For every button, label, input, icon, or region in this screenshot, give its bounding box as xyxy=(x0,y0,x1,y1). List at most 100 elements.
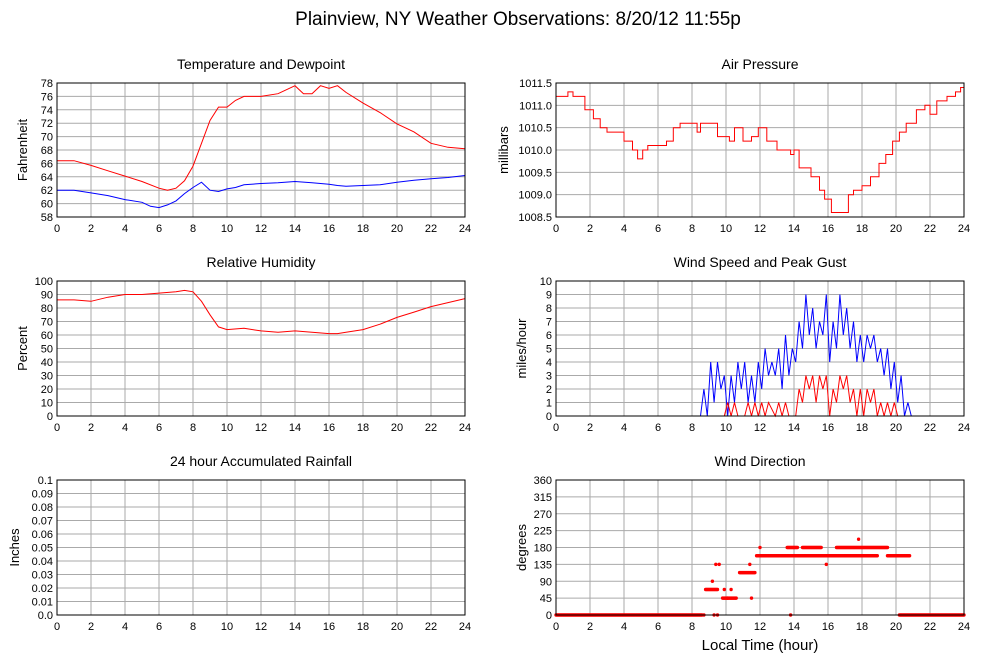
24-hour-accumulated-rainfall-y-tick-label: 0.06 xyxy=(32,529,53,541)
24-hour-accumulated-rainfall-x-tick-label: 10 xyxy=(221,621,233,633)
relative-humidity-x-tick-label: 16 xyxy=(323,422,335,434)
air-pressure-y-tick-label: 1010.5 xyxy=(518,123,552,135)
relative-humidity-series-line xyxy=(57,289,466,335)
air-pressure-series-line xyxy=(556,83,965,213)
temperature-and-dewpoint-y-tick-label: 62 xyxy=(41,185,53,197)
wind-direction-x-tick-label: 10 xyxy=(720,621,732,633)
24-hour-accumulated-rainfall-y-tick-label: 0.1 xyxy=(38,475,53,487)
relative-humidity-y-tick-label: 80 xyxy=(41,303,53,315)
air-pressure-x-tick-label: 4 xyxy=(621,223,627,235)
air-pressure-y-tick-label: 1009.0 xyxy=(518,190,552,202)
relative-humidity-x-tick-label: 4 xyxy=(122,422,128,434)
wind-direction-point xyxy=(714,562,718,567)
temperature-and-dewpoint-x-tick-label: 18 xyxy=(357,223,369,235)
wind-direction-y-tick-label: 0 xyxy=(546,610,552,622)
air-pressure-y-axis-label: millibars xyxy=(496,126,511,174)
24-hour-accumulated-rainfall-y-tick-label: 0.05 xyxy=(32,543,53,555)
air-pressure-x-tick-label: 2 xyxy=(587,223,593,235)
wind-direction-x-tick-label: 20 xyxy=(890,621,902,633)
temperature-and-dewpoint-title: Temperature and Dewpoint xyxy=(177,56,345,72)
wind-direction-x-tick-label: 8 xyxy=(689,621,695,633)
wind-speed-and-peak-gust-y-tick-label: 9 xyxy=(546,290,552,302)
relative-humidity-x-tick-label: 2 xyxy=(88,422,94,434)
24-hour-accumulated-rainfall-x-tick-label: 6 xyxy=(156,621,162,633)
24-hour-accumulated-rainfall-y-tick-label: 0.04 xyxy=(32,556,53,568)
wind-speed-and-peak-gust-y-tick-label: 4 xyxy=(546,357,552,369)
air-pressure-x-tick-label: 0 xyxy=(553,223,559,235)
wind-speed-and-peak-gust-y-tick-label: 1 xyxy=(546,398,552,410)
relative-humidity-x-tick-label: 14 xyxy=(289,422,301,434)
relative-humidity-plot-frame xyxy=(56,280,466,417)
wind-speed-and-peak-gust-y-tick-label: 8 xyxy=(546,303,552,315)
air-pressure-y-tick-label: 1008.5 xyxy=(518,212,552,224)
relative-humidity-x-tick-label: 12 xyxy=(255,422,267,434)
wind-direction-title: Wind Direction xyxy=(714,453,805,469)
relative-humidity-y-tick-label: 70 xyxy=(41,317,53,329)
temperature-and-dewpoint-y-tick-label: 68 xyxy=(41,145,53,157)
temperature-and-dewpoint-x-tick-label: 2 xyxy=(88,223,94,235)
wind-speed-and-peak-gust-plot-frame xyxy=(555,280,965,417)
wind-speed-and-peak-gust-x-tick-label: 12 xyxy=(754,422,766,434)
wind-speed-and-peak-gust-x-tick-label: 22 xyxy=(924,422,936,434)
wind-speed-and-peak-gust-x-tick-label: 4 xyxy=(621,422,627,434)
24-hour-accumulated-rainfall-x-tick-label: 2 xyxy=(88,621,94,633)
wind-speed-and-peak-gust-y-axis-label: miles/hour xyxy=(514,318,529,379)
temperature-and-dewpoint-x-tick-label: 0 xyxy=(54,223,60,235)
relative-humidity-y-tick-label: 20 xyxy=(41,384,53,396)
temperature-and-dewpoint-x-tick-label: 6 xyxy=(156,223,162,235)
air-pressure-y-tick-label: 1010.0 xyxy=(518,145,552,157)
temperature-and-dewpoint-x-tick-label: 24 xyxy=(459,223,471,235)
24-hour-accumulated-rainfall-y-axis-label: Inches xyxy=(7,528,22,567)
24-hour-accumulated-rainfall-x-tick-label: 16 xyxy=(323,621,335,633)
temperature-and-dewpoint-y-tick-label: 66 xyxy=(41,158,53,170)
wind-direction-x-tick-label: 12 xyxy=(754,621,766,633)
air-pressure-x-tick-label: 16 xyxy=(822,223,834,235)
air-pressure-x-tick-label: 14 xyxy=(788,223,800,235)
24-hour-accumulated-rainfall-x-tick-label: 20 xyxy=(391,621,403,633)
temperature-and-dewpoint-y-axis-label: Fahrenheit xyxy=(15,119,30,182)
wind-direction-point xyxy=(722,587,726,592)
wind-direction-y-axis-label: degrees xyxy=(514,524,529,571)
wind-speed-and-peak-gust-x-tick-label: 16 xyxy=(822,422,834,434)
relative-humidity-y-tick-label: 0 xyxy=(47,411,53,423)
temperature-and-dewpoint-x-tick-label: 20 xyxy=(391,223,403,235)
wind-direction-point xyxy=(875,554,879,558)
wind-direction-point xyxy=(710,579,715,583)
24-hour-accumulated-rainfall-x-tick-label: 24 xyxy=(459,621,471,633)
temperature-and-dewpoint-x-tick-label: 14 xyxy=(289,223,301,235)
wind-speed-and-peak-gust-x-tick-label: 18 xyxy=(856,422,868,434)
relative-humidity-x-tick-label: 22 xyxy=(425,422,437,434)
temperature-and-dewpoint-y-tick-label: 64 xyxy=(41,172,53,184)
24-hour-accumulated-rainfall-y-tick-label: 0.08 xyxy=(32,502,53,514)
wind-direction-x-tick-label: 2 xyxy=(587,621,593,633)
24-hour-accumulated-rainfall-y-tick-label: 0.03 xyxy=(32,570,53,582)
temperature-and-dewpoint-x-tick-label: 4 xyxy=(122,223,128,235)
24-hour-accumulated-rainfall-x-tick-label: 14 xyxy=(289,621,301,633)
air-pressure-x-tick-label: 12 xyxy=(754,223,766,235)
air-pressure-x-tick-label: 24 xyxy=(958,223,970,235)
wind-direction-point xyxy=(715,587,720,592)
24-hour-accumulated-rainfall-y-tick-label: 0.02 xyxy=(32,583,53,595)
wind-speed-and-peak-gust-y-tick-label: 2 xyxy=(546,384,552,396)
relative-humidity-y-tick-label: 90 xyxy=(41,290,53,302)
relative-humidity-x-tick-label: 6 xyxy=(156,422,162,434)
temperature-and-dewpoint-x-tick-label: 12 xyxy=(255,223,267,235)
temperature-and-dewpoint-x-tick-label: 8 xyxy=(190,223,196,235)
air-pressure-x-tick-label: 20 xyxy=(890,223,902,235)
wind-direction-point xyxy=(748,562,752,567)
wind-direction-x-tick-label: 6 xyxy=(655,621,661,633)
temperature-and-dewpoint-series-line xyxy=(57,85,466,191)
24-hour-accumulated-rainfall-x-tick-label: 8 xyxy=(190,621,196,633)
wind-direction-point xyxy=(726,596,730,600)
temperature-and-dewpoint-y-tick-label: 60 xyxy=(41,199,53,211)
air-pressure-x-tick-label: 8 xyxy=(689,223,695,235)
24-hour-accumulated-rainfall-title: 24 hour Accumulated Rainfall xyxy=(170,453,352,469)
24-hour-accumulated-rainfall-y-tick-label: 0.07 xyxy=(32,516,53,528)
temperature-and-dewpoint-x-tick-label: 10 xyxy=(221,223,233,235)
page-title: Plainview, NY Weather Observations: 8/20… xyxy=(295,9,741,30)
